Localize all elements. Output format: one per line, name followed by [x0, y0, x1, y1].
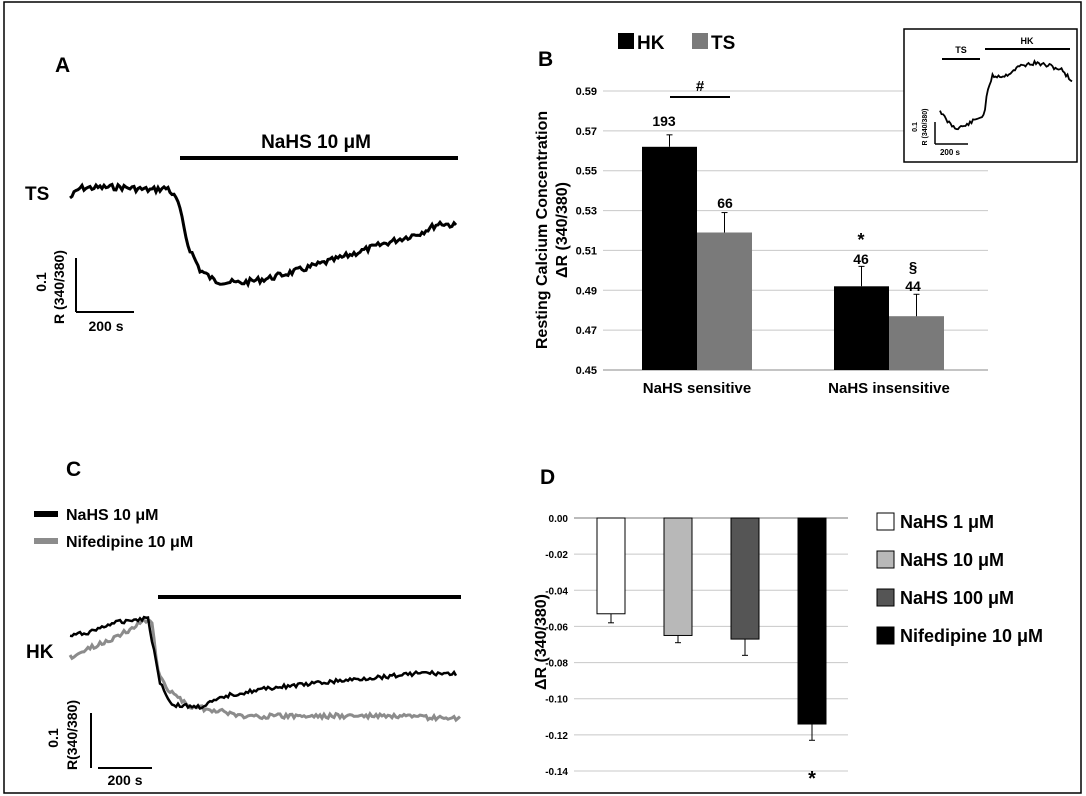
legend-label: NaHS 100 μM — [900, 588, 1014, 608]
panel-d-y-ticks: 0.00 -0.02 -0.04 -0.06 -0.08 -0.10 -0.12 -0.14 — [545, 514, 568, 778]
panel-b-error-bars — [666, 134, 920, 317]
inset-scale-y-unit: R (340/380) — [922, 109, 929, 146]
inset-scale-x-label: 200 s — [940, 148, 961, 157]
y-tick-label: 0.00 — [549, 514, 569, 525]
y-tick-label: 0.51 — [576, 245, 597, 257]
bar-hk — [642, 146, 697, 370]
y-tick-label: 0.59 — [576, 86, 597, 98]
y-tick-label: 0.49 — [576, 285, 597, 297]
panel-d-error-bars — [608, 613, 815, 741]
panel-b-y-axis-label-line1: Resting Calcium Concentration — [534, 111, 551, 349]
figure-border — [3, 1, 1082, 794]
y-tick-label: -0.10 — [545, 695, 568, 706]
panel-b-asterisk: * — [857, 230, 864, 250]
legend-swatch — [876, 588, 895, 607]
bar-hk — [834, 286, 889, 370]
y-tick-label: 0.47 — [576, 325, 597, 337]
y-tick-label: 0.45 — [576, 365, 597, 377]
panel-d-letter: D — [540, 466, 555, 489]
y-tick-label: 0.53 — [576, 206, 597, 218]
panel-d-y-axis-label: ΔR (340/380) — [533, 594, 550, 690]
panel-b-inset: TS HK 0.1 R (340/380) 200 s — [903, 28, 1078, 163]
count-label: 46 — [853, 251, 869, 267]
legend-swatch-ts — [692, 33, 708, 49]
y-tick-label: 0.57 — [576, 126, 597, 138]
panel-c-scale-y-value: 0.1 — [45, 728, 61, 748]
panel-b-hash-mark: # — [696, 78, 705, 95]
count-label: 44 — [905, 278, 921, 294]
panel-a: A NaHS 10 μM TS 0.1 R (340/380) 200 s — [25, 54, 458, 334]
panel-a-trace-label: TS — [25, 184, 49, 205]
y-tick-label: -0.02 — [545, 550, 568, 561]
count-label: 66 — [717, 195, 733, 211]
inset-trace — [939, 59, 1073, 131]
x-category-label: NaHS sensitive — [643, 380, 751, 397]
panel-c-trace-label: HK — [26, 642, 54, 663]
legend-label: NaHS 1 μM — [900, 512, 994, 532]
legend-swatch-hk — [618, 33, 634, 49]
inset-hk-label: HK — [1021, 36, 1034, 46]
bar-ts — [697, 232, 752, 370]
legend-label: NaHS 10 μM — [900, 550, 1004, 570]
panel-a-letter: A — [55, 54, 70, 77]
bar-nahs-1 — [596, 517, 626, 615]
panel-b-y-ticks: 0.45 0.47 0.49 0.51 0.53 0.55 0.57 0.59 — [576, 86, 597, 377]
panel-a-treatment-label: NaHS 10 μM — [261, 132, 371, 153]
panel-b: B HK TS 0.45 0.47 0.49 0.51 0.53 0.55 0.57 0.59… — [534, 28, 1078, 397]
panel-b-bars — [642, 146, 944, 370]
panel-c-trace-nahs — [69, 615, 458, 711]
panel-a-scale-x-label: 200 s — [88, 318, 123, 334]
panel-b-categories: NaHS sensitive NaHS insensitive — [643, 380, 950, 397]
y-tick-label: -0.08 — [545, 659, 568, 670]
y-tick-label: -0.04 — [545, 586, 568, 597]
inset-scale-y-value: 0.1 — [912, 122, 919, 132]
inset-ts-label: TS — [955, 45, 967, 55]
panel-a-scale-y-value: 0.1 — [33, 272, 49, 292]
panel-d-asterisk: * — [808, 768, 816, 790]
panel-c-letter: C — [66, 458, 81, 481]
panel-c-scale-x-label: 200 s — [107, 772, 142, 788]
panel-d-bars — [596, 517, 827, 725]
inset-frame — [903, 28, 1078, 163]
legend-swatch — [876, 626, 895, 645]
panel-c-trace-nifedipine — [68, 618, 461, 723]
legend-label: Nifedipine 10 μM — [900, 626, 1043, 646]
y-tick-label: -0.14 — [545, 767, 568, 778]
legend-label-nifedipine: Nifedipine 10 μM — [66, 534, 193, 551]
legend-label-ts: TS — [711, 33, 735, 54]
legend-label-nahs: NaHS 10 μM — [66, 507, 158, 524]
bar-nifedipine-10 — [797, 517, 827, 725]
panel-b-y-axis-label-line2: ΔR (340/380) — [554, 182, 571, 278]
panel-c-scale-y-unit: R(340/380) — [64, 700, 80, 770]
panel-a-scale-y-unit: R (340/380) — [51, 250, 67, 324]
panel-b-letter: B — [538, 48, 553, 71]
legend-swatch — [876, 512, 895, 531]
legend-swatch — [876, 550, 895, 569]
panel-b-section-mark: § — [909, 259, 917, 276]
count-label: 193 — [652, 113, 676, 129]
panel-c: C NaHS 10 μM Nifedipine 10 μM HK 0.1 R(3… — [26, 458, 461, 788]
legend-label-hk: HK — [637, 33, 665, 54]
x-category-label: NaHS insensitive — [828, 380, 950, 397]
panel-d-legend: NaHS 1 μM NaHS 10 μM NaHS 100 μM Nifedipine… — [876, 512, 1043, 646]
panel-a-trace — [69, 182, 458, 289]
bar-ts — [889, 316, 944, 370]
bar-nahs-100 — [730, 517, 760, 640]
y-tick-label: -0.12 — [545, 731, 568, 742]
bar-nahs-10 — [663, 517, 693, 636]
panel-d: D 0.00 -0.02 -0.04 -0.06 -0.08 -0.10 -0.12 -0.1… — [533, 466, 1043, 790]
y-tick-label: 0.55 — [576, 166, 597, 178]
y-tick-label: -0.06 — [545, 622, 568, 633]
